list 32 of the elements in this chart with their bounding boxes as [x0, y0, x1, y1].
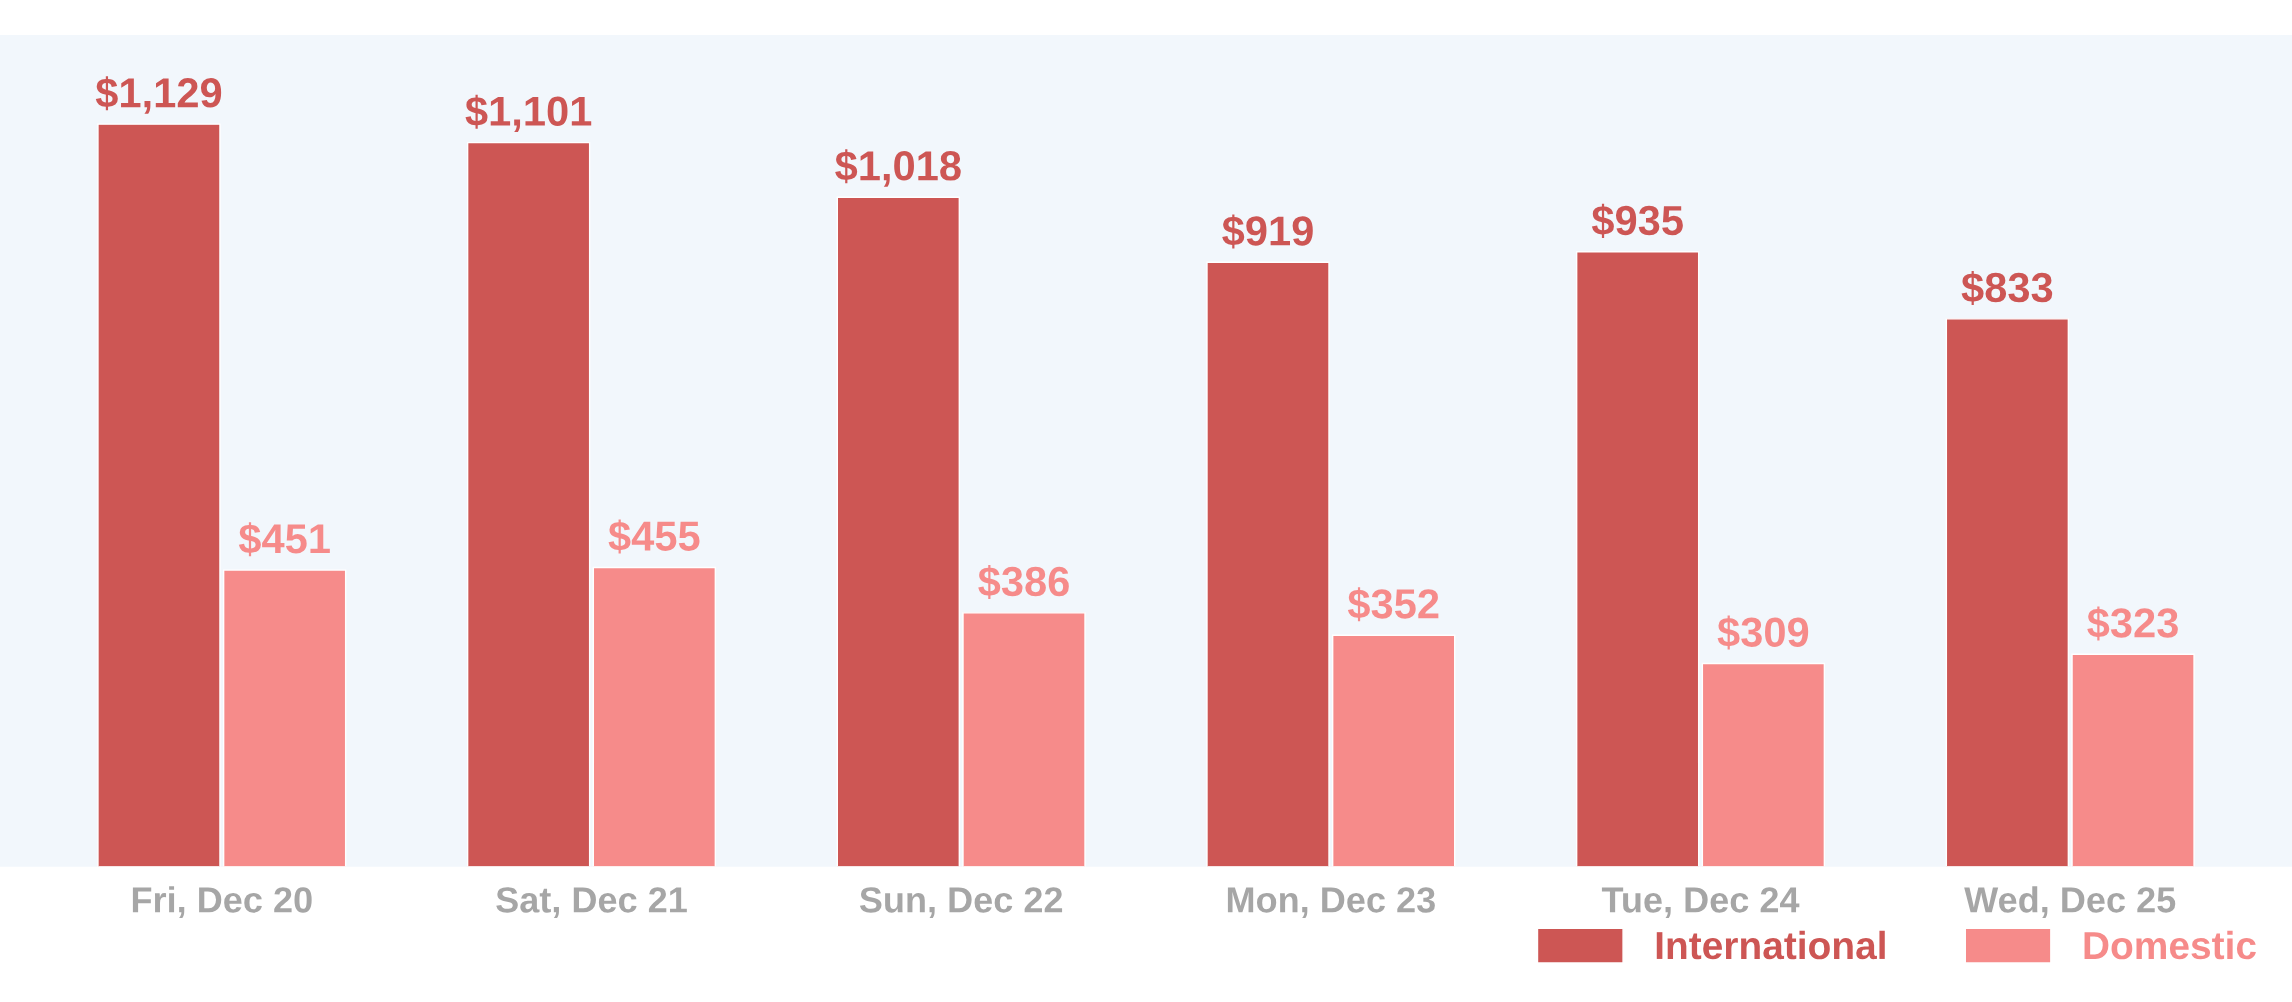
- bar: [1701, 662, 1826, 867]
- data-label: $1,101: [465, 94, 592, 133]
- x-tick-label: Fri, Dec 20: [132, 886, 312, 918]
- x-tick-label: Sat, Dec 21: [496, 887, 687, 918]
- x-tick-label: Sun, Dec 22: [859, 887, 1063, 918]
- data-label: $451: [238, 522, 330, 557]
- legend-label: Domestic: [2084, 930, 2256, 960]
- bar: [1331, 634, 1456, 867]
- x-tick-label: Wed, Dec 25: [1964, 886, 2176, 918]
- bar: [836, 196, 961, 867]
- data-label: $309: [1717, 615, 1809, 650]
- bar: [592, 566, 717, 867]
- bar: [466, 141, 591, 867]
- data-label: $1,018: [835, 149, 961, 187]
- bar: [97, 123, 221, 867]
- bar: [962, 612, 1086, 867]
- legend-label: International: [1656, 930, 1885, 960]
- data-label: $386: [978, 564, 1069, 599]
- data-label: $352: [1347, 587, 1439, 622]
- x-tick-label: Tue, Dec 24: [1601, 887, 1800, 918]
- data-label: $455: [608, 519, 700, 554]
- bar: [222, 569, 347, 867]
- x-tick-label: Mon, Dec 23: [1227, 887, 1435, 918]
- data-label: $935: [1591, 203, 1683, 238]
- data-label: $323: [2087, 606, 2178, 641]
- bar: [2071, 653, 2195, 867]
- bar: [1575, 251, 1700, 867]
- data-label: $1,129: [95, 76, 222, 114]
- data-label: $919: [1222, 214, 1313, 249]
- bar: [1945, 318, 2070, 867]
- data-label: $833: [1961, 270, 2053, 305]
- bar: [1206, 261, 1330, 867]
